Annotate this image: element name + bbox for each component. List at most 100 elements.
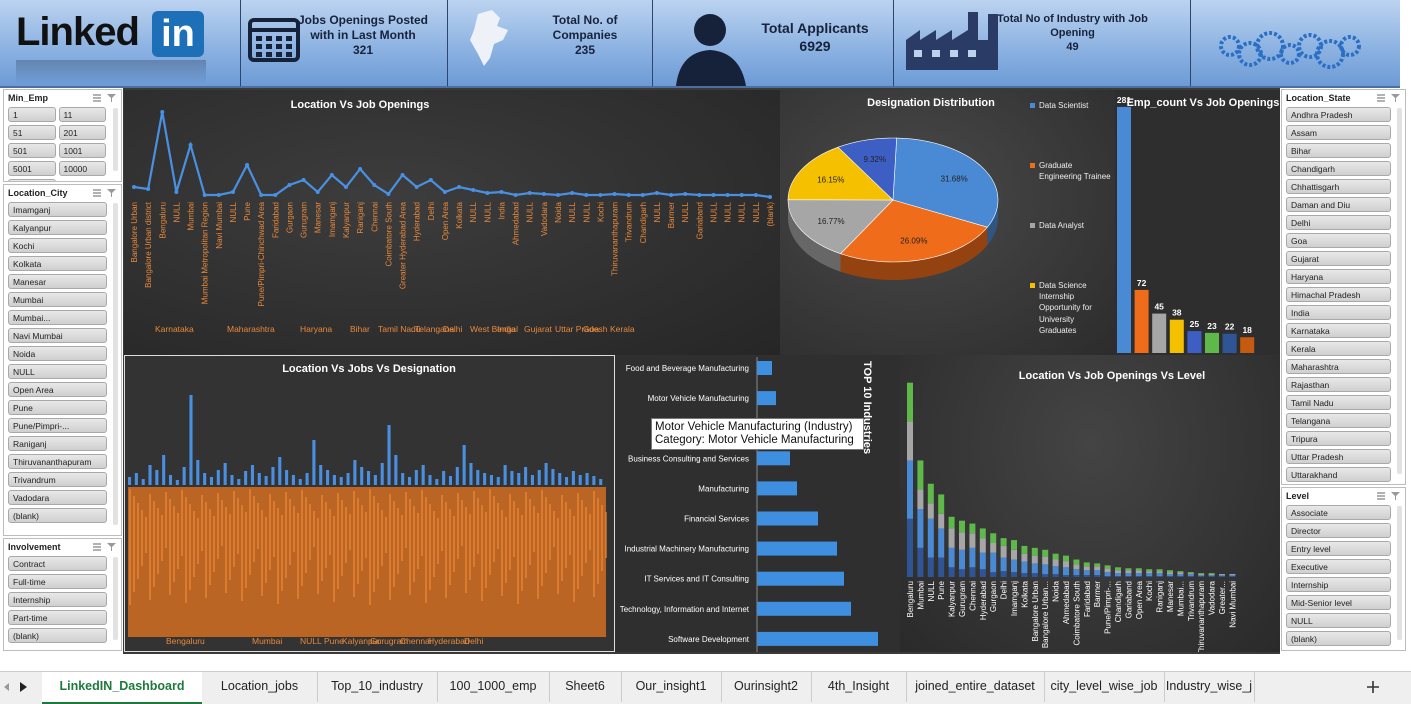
slicer-item[interactable]: Uttar Pradesh bbox=[1286, 449, 1391, 464]
pie-slice bbox=[892, 137, 999, 228]
slicer-item[interactable]: Pune/Pimpri-... bbox=[8, 418, 107, 433]
slicer-item[interactable]: 1001 bbox=[58, 143, 106, 158]
slicer-item[interactable]: NULL bbox=[1286, 613, 1391, 628]
slicer-item[interactable]: Telangana bbox=[1286, 413, 1391, 428]
slicer-item[interactable]: Assam bbox=[1286, 125, 1391, 140]
slicer-item[interactable]: Kolkata bbox=[8, 256, 107, 271]
slicer-item[interactable]: Kerala bbox=[1286, 341, 1391, 356]
bar-segment bbox=[1219, 574, 1225, 576]
bar-segment bbox=[1063, 561, 1069, 568]
slicer-item[interactable]: Trivandrum bbox=[8, 472, 107, 487]
slicer-item[interactable]: 5001 bbox=[8, 161, 56, 176]
bar-segment bbox=[1146, 571, 1153, 574]
x-tick-label: Kalyanpur bbox=[948, 581, 957, 617]
slicer-item[interactable]: Navi Mumbai bbox=[8, 328, 107, 343]
slicer-item[interactable]: Executive bbox=[1286, 559, 1391, 574]
sheet-tab[interactable]: Top_10_industry bbox=[317, 672, 438, 702]
pie-side bbox=[987, 200, 998, 246]
slicer-item[interactable]: Delhi bbox=[1286, 215, 1391, 230]
x-tick-label: Gariaband bbox=[695, 202, 704, 239]
slicer-item[interactable]: Haryana bbox=[1286, 269, 1391, 284]
slicer-item[interactable]: Chandigarh bbox=[1286, 161, 1391, 176]
slicer-item[interactable]: Mumbai bbox=[8, 292, 107, 307]
slicer-item[interactable]: Goa bbox=[1286, 233, 1391, 248]
line-point bbox=[132, 185, 136, 189]
bar bbox=[312, 440, 316, 485]
slicer-item[interactable]: Contract bbox=[8, 556, 107, 571]
slicer-item[interactable]: NULL bbox=[8, 364, 107, 379]
sheet-tab[interactable]: Industry_wise_j bbox=[1164, 672, 1255, 702]
slicer-item[interactable]: Internship bbox=[8, 592, 107, 607]
slicer-item[interactable]: Tripura bbox=[1286, 431, 1391, 446]
bar bbox=[462, 445, 466, 485]
slicer-item[interactable]: Director bbox=[1286, 523, 1391, 538]
nav-arrow bbox=[20, 682, 27, 692]
x-tick-label: NULL bbox=[681, 201, 690, 222]
slicer-item[interactable]: 1 bbox=[8, 107, 56, 122]
slicer-item[interactable]: Entry level bbox=[1286, 541, 1391, 556]
slicer-item[interactable]: Associate bbox=[1286, 505, 1391, 520]
slicer-item[interactable]: India bbox=[1286, 305, 1391, 320]
add-sheet-icon[interactable] bbox=[1367, 681, 1379, 693]
slicer-item[interactable]: 11 bbox=[58, 107, 106, 122]
sheet-tab[interactable]: Location_jobs bbox=[202, 672, 318, 702]
slicer-item[interactable]: Uttarakhand bbox=[1286, 467, 1391, 482]
bar bbox=[1240, 337, 1255, 353]
slicer-item[interactable]: Himachal Pradesh bbox=[1286, 287, 1391, 302]
x-tick-label: NULL bbox=[927, 580, 936, 601]
slicer-item[interactable]: Maharashtra bbox=[1286, 359, 1391, 374]
slicer-item[interactable]: Rajasthan bbox=[1286, 377, 1391, 392]
slicer-item[interactable]: (blank) bbox=[1286, 631, 1391, 646]
bar-segment bbox=[1052, 574, 1059, 577]
slicer-item[interactable]: Kochi bbox=[8, 238, 107, 253]
slicer-item[interactable]: Chhattisgarh bbox=[1286, 179, 1391, 194]
kpi-value: 235 bbox=[574, 43, 596, 57]
slicer-item[interactable]: Andhra Pradesh bbox=[1286, 107, 1391, 122]
slicer-item[interactable]: Manesar bbox=[8, 274, 107, 289]
slicer: Involvement Contract Full-time Internship Pa… bbox=[3, 538, 122, 651]
slicer-item[interactable]: Internship bbox=[1286, 577, 1391, 592]
sheet-tab[interactable]: 100_1000_emp bbox=[437, 672, 550, 702]
slicer-item[interactable]: (blank) bbox=[8, 179, 56, 181]
slicer-item[interactable]: Kalyanpur bbox=[8, 220, 107, 235]
sheet-tab[interactable]: Our_insight1 bbox=[621, 672, 722, 702]
slicer-item[interactable]: 201 bbox=[58, 125, 106, 140]
bar-segment bbox=[979, 528, 986, 539]
slicer-item[interactable]: Gujarat bbox=[1286, 251, 1391, 266]
line-point bbox=[556, 193, 560, 197]
slicer-item[interactable]: Mid-Senior level bbox=[1286, 595, 1391, 610]
slicer-item[interactable]: Vadodara bbox=[8, 490, 107, 505]
slicer-item[interactable]: Noida bbox=[8, 346, 107, 361]
sheet-tab[interactable]: 4th_Insight bbox=[811, 672, 907, 702]
sheet-tab[interactable]: Sheet6 bbox=[549, 672, 622, 702]
bar-segment bbox=[959, 569, 965, 577]
group-label: Goa bbox=[583, 324, 599, 334]
slicer-item[interactable]: Pune bbox=[8, 400, 107, 415]
slicer-item[interactable]: Tamil Nadu bbox=[1286, 395, 1391, 410]
slicer-item[interactable]: (blank) bbox=[8, 508, 107, 523]
sheet-tab[interactable]: Ourinsight2 bbox=[721, 672, 812, 702]
slicer-item[interactable]: Karnataka bbox=[1286, 323, 1391, 338]
slicer-item[interactable]: Open Area bbox=[8, 382, 107, 397]
slicer-item[interactable]: Thiruvananthapuram bbox=[8, 454, 107, 469]
slicer-item[interactable]: (blank) bbox=[8, 628, 107, 643]
sheet-tab[interactable]: city_level_wise_job bbox=[1044, 672, 1165, 702]
bar-segment bbox=[1083, 562, 1090, 567]
slicer-item[interactable]: Bihar bbox=[1286, 143, 1391, 158]
slicer-item[interactable]: Part-time bbox=[8, 610, 107, 625]
sheet-tab[interactable]: joined_entire_dataset bbox=[906, 672, 1045, 702]
slicer-item[interactable]: 501 bbox=[8, 143, 56, 158]
slicer-item[interactable]: Imamganj bbox=[8, 202, 107, 217]
slicer-item[interactable]: Raniganj bbox=[8, 436, 107, 451]
slicer-item[interactable]: Full-time bbox=[8, 574, 107, 589]
slicer-icons bbox=[1377, 94, 1400, 102]
x-tick-label: Bangalore Urban bbox=[1031, 581, 1040, 641]
slicer-item[interactable]: Mumbai... bbox=[8, 310, 107, 325]
slicer-item[interactable]: Daman and Diu bbox=[1286, 197, 1391, 212]
slicer-item[interactable]: 10000 bbox=[58, 161, 106, 176]
slicer-item[interactable]: 51 bbox=[8, 125, 56, 140]
header: Linked in Jobs Openings Posted with in Las… bbox=[0, 0, 1400, 88]
group-label: Uttar Pradesh bbox=[555, 324, 608, 334]
data-label: 72 bbox=[1137, 278, 1147, 288]
sheet-tab[interactable]: LinkedIN_Dashboard bbox=[42, 672, 202, 704]
